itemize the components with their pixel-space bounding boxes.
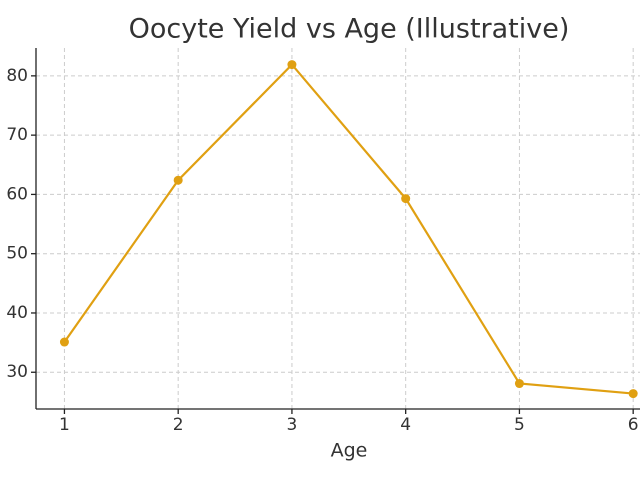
y-tick-label: 40 <box>6 303 28 323</box>
data-point <box>59 337 69 347</box>
y-tick-label: 30 <box>6 362 28 382</box>
x-tick-label: 4 <box>400 415 411 435</box>
data-line <box>63 62 634 395</box>
y-tick-label: 70 <box>6 125 28 145</box>
chart-title: Oocyte Yield vs Age (Illustrative) <box>129 14 570 45</box>
data-point <box>514 379 524 389</box>
x-tick-label: 3 <box>287 415 298 435</box>
data-point <box>287 60 297 70</box>
x-axis-label: Age <box>331 440 368 462</box>
x-tick-label: 5 <box>514 415 525 435</box>
y-tick-label: 50 <box>6 244 28 264</box>
y-tick-label: 80 <box>6 66 28 86</box>
x-tick-label: 2 <box>173 415 184 435</box>
data-point <box>628 389 638 399</box>
x-tick-label: 6 <box>628 415 639 435</box>
x-tick-label: 1 <box>59 415 70 435</box>
data-point <box>401 194 411 204</box>
y-tick-label: 60 <box>6 184 28 204</box>
data-point <box>173 175 183 185</box>
